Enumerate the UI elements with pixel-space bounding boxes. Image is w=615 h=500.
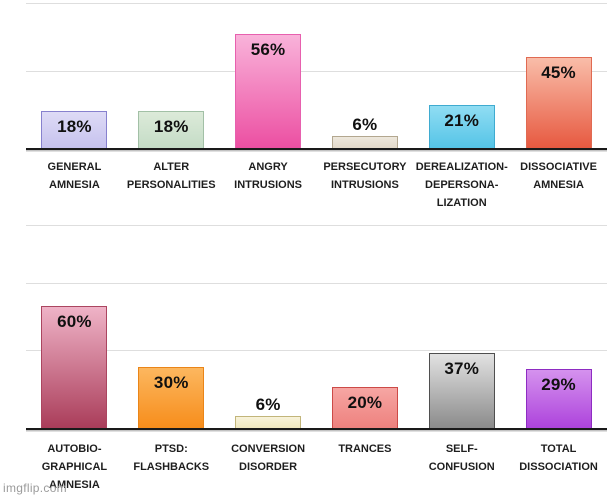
category-label: AUTOBIO- GRAPHICAL AMNESIA xyxy=(41,443,108,491)
bottom-chart-category-labels: AUTOBIO- GRAPHICAL AMNESIA PTSD: FLASHBACKS C… xyxy=(26,440,607,494)
bar: 30% xyxy=(138,367,205,428)
bar-value-label: 37% xyxy=(444,359,480,378)
category-label: CONVERSION DISORDER xyxy=(231,443,306,473)
bottom-chart-plot-area: 60% 30% 6% 20% 37% 29% xyxy=(26,200,607,430)
category-label: PERSECUTORY INTRUSIONS xyxy=(323,161,407,191)
bar-column: 18% xyxy=(26,111,123,148)
bar-column: 45% xyxy=(510,57,607,148)
category-label: DISSOCIATIVE AMNESIA xyxy=(520,161,597,191)
top-chart-bars: 18% 18% 56% 6% 21% 45% xyxy=(26,34,607,148)
imgflip-watermark: imgflip.com xyxy=(3,481,67,495)
top-chart-plot-area: 18% 18% 56% 6% 21% 45% xyxy=(26,0,607,150)
bar: 60% xyxy=(41,306,108,428)
bar: 45% xyxy=(525,57,592,148)
bar-column: 6% xyxy=(316,116,413,148)
category-label: SELF- CONFUSION xyxy=(428,443,495,473)
bar-value-label: 21% xyxy=(444,111,480,130)
category-label: PTSD: FLASHBACKS xyxy=(133,443,210,473)
bar-column: 37% xyxy=(413,353,510,428)
bar xyxy=(331,136,398,148)
bar-column: 56% xyxy=(220,34,317,148)
gridline xyxy=(26,225,607,226)
bar-value-label: 45% xyxy=(541,63,576,82)
bar-column: 60% xyxy=(26,306,123,428)
bar-value-label: 6% xyxy=(255,395,281,414)
gridline xyxy=(26,3,607,4)
category-label: GENERAL AMNESIA xyxy=(47,161,102,191)
bar: 20% xyxy=(331,387,398,428)
bar xyxy=(235,416,302,428)
bar: 29% xyxy=(525,369,592,428)
bar: 37% xyxy=(428,353,495,428)
category-label: TOTAL DISSOCIATION xyxy=(519,443,598,473)
bar: 18% xyxy=(138,111,205,148)
bar-value-label: 18% xyxy=(57,117,92,136)
bar: 56% xyxy=(235,34,302,148)
category-label: TRANCES xyxy=(338,443,392,455)
bar-value-label: 6% xyxy=(352,115,378,134)
bar-value-label: 56% xyxy=(250,40,286,59)
bar-value-label: 18% xyxy=(153,117,189,136)
top-chart-category-labels: GENERAL AMNESIA ALTER PERSONALITIES ANGRY INT… xyxy=(26,158,607,212)
category-label: ALTER PERSONALITIES xyxy=(126,161,216,191)
gridline xyxy=(26,71,607,72)
bar: 21% xyxy=(428,105,495,148)
bar-column: 18% xyxy=(123,111,220,148)
gridline xyxy=(26,283,607,284)
bar-value-label: 60% xyxy=(57,312,92,331)
bar-value-label: 30% xyxy=(153,373,189,392)
bar-column: 6% xyxy=(220,396,317,428)
bar-column: 30% xyxy=(123,367,220,428)
bar-column: 29% xyxy=(510,369,607,428)
bar-value-label: 20% xyxy=(347,393,383,412)
bottom-chart-bars: 60% 30% 6% 20% 37% 29% xyxy=(26,306,607,428)
bar: 18% xyxy=(41,111,108,148)
category-label: DEREALIZATION- DEPERSONA- LIZATION xyxy=(415,161,508,209)
bar-value-label: 29% xyxy=(541,375,576,394)
gridline xyxy=(26,350,607,351)
bar-column: 21% xyxy=(413,105,510,148)
bar-column: 20% xyxy=(316,387,413,428)
category-label: ANGRY INTRUSIONS xyxy=(234,161,302,191)
